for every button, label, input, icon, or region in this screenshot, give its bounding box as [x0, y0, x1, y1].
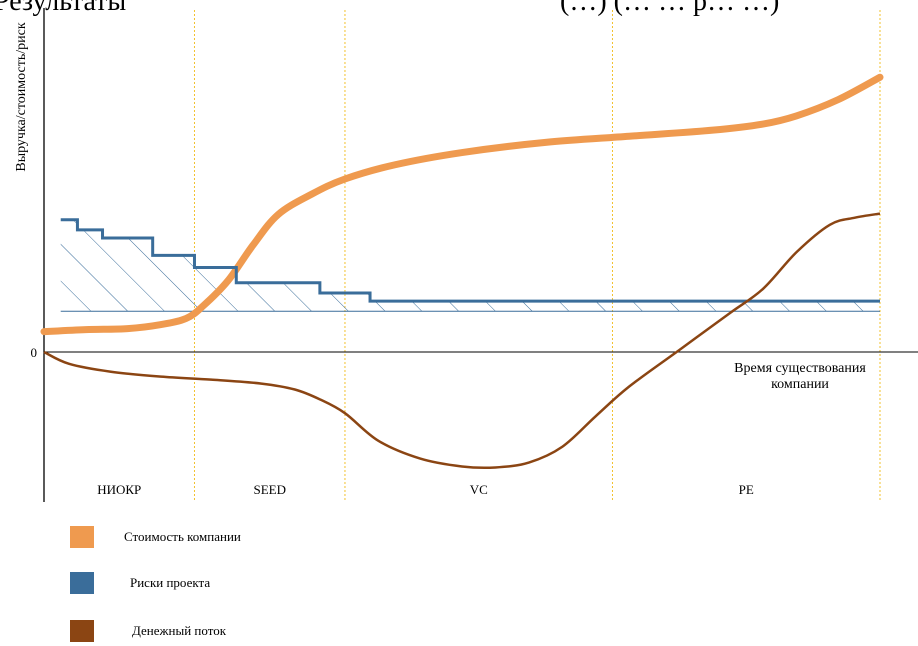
legend-swatch-cash-flow — [70, 620, 94, 642]
series-line-project-risks — [60, 218, 880, 303]
y-axis-label: Выручка/стоимость/риск — [14, 22, 29, 172]
legend-swatch-project-risks — [70, 572, 94, 594]
legend-label-cash-flow: Денежный поток — [132, 623, 227, 638]
cropped-top-right-text: (…) (… … р… …) — [560, 0, 780, 17]
legend-label-project-risks: Риски проекта — [130, 575, 211, 590]
legend-label-company-value: Стоимость компании — [124, 529, 241, 544]
origin-label: 0 — [31, 345, 38, 360]
legend-swatch-company-value — [70, 526, 94, 548]
series-line-company-value — [40, 73, 884, 336]
risk-hatched-area — [60, 219, 881, 312]
x-axis-label-line: Время существования — [734, 361, 866, 376]
cropped-top-left-text: Результаты — [0, 0, 127, 17]
phase-label: PE — [739, 482, 754, 497]
legend: Стоимость компании Риски проекта Денежны… — [70, 526, 470, 646]
series-line-cash-flow — [43, 212, 881, 470]
phase-label: SEED — [253, 482, 286, 497]
phase-label: НИОКР — [97, 482, 141, 497]
x-axis-label-line: компании — [771, 377, 829, 392]
phase-label: VC — [470, 482, 488, 497]
